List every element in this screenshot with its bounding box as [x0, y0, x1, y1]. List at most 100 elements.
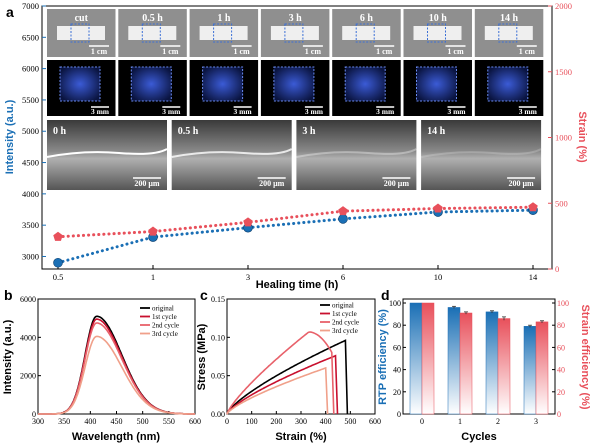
panel-d-frame	[402, 298, 556, 415]
y-right-tick-label: 1500	[555, 67, 572, 77]
legend-label: original	[152, 305, 174, 313]
x-tick-label: 500	[137, 417, 149, 426]
y-tick-label: 0.10	[211, 333, 225, 342]
stress-strain-curve	[226, 366, 329, 415]
scale-label: 200 μm	[134, 179, 160, 188]
panel-a-xlabel: Healing time (h)	[256, 279, 339, 291]
x-tick-label: 6	[341, 272, 345, 282]
photo-time-label: cut	[75, 13, 89, 24]
glow-sample	[130, 66, 172, 102]
scale-label: 1 cm	[162, 47, 179, 56]
sample-strip	[342, 26, 391, 40]
strain-efficiency-bar	[421, 302, 435, 415]
zoom-box	[141, 23, 161, 43]
y-tick-label: 0.00	[211, 410, 225, 419]
panel-b-ylabel: Intensity (a.u.)	[2, 319, 14, 394]
panel-label-c: c	[200, 287, 208, 303]
sample-strip	[199, 26, 248, 40]
panel-d-ylabel-right: Strain efficiency (%)	[579, 304, 591, 409]
y-left-tick-label: 60	[393, 343, 401, 352]
x-tick-label: 1	[151, 272, 155, 282]
strain-point	[53, 231, 63, 241]
intensity-dotted-line	[56, 208, 535, 265]
y-left-tick-label: 4500	[22, 158, 39, 168]
x-tick-label: 300	[295, 417, 307, 426]
strain-point	[243, 217, 253, 227]
micrograph-time-label: 0 h	[53, 126, 67, 137]
rtp-efficiency-bar	[409, 302, 423, 415]
photo-time-label: 0.5 h	[142, 13, 163, 24]
x-tick-label: 450	[111, 417, 123, 426]
scale-label: 1 cm	[233, 47, 250, 56]
y-left-tick-label: 5000	[22, 126, 39, 136]
y-left-tick-label: 5500	[22, 95, 39, 105]
y-right-tick-label: 40	[557, 366, 565, 375]
scale-label: 1 cm	[447, 47, 464, 56]
panel-d-axes: 0 0 20 20 40 40 60 60 80 80 100 100 0 1 2 3	[389, 299, 569, 426]
y-right-tick-label: 60	[557, 343, 565, 352]
scale-label: 3 mm	[447, 107, 466, 116]
sample-strip	[128, 26, 177, 40]
rtp-efficiency-bar	[485, 311, 499, 415]
glow-sample	[416, 66, 457, 102]
panel-b-axes: 300 350 400 450 500 550 6000200040006000origin…	[20, 295, 201, 426]
scale-label: 200 μm	[259, 179, 285, 188]
photo-time-label: 14 h	[500, 13, 519, 24]
strain-point	[528, 202, 538, 212]
sample-strip	[270, 26, 319, 40]
crack-line	[171, 148, 293, 158]
y-left-tick-label: 80	[393, 321, 401, 330]
panel-d-xlabel: Cycles	[461, 431, 496, 443]
zoom-box	[355, 23, 375, 43]
x-tick-label: 300	[32, 417, 44, 426]
micrograph-row: 0 h 200 μm 0.5 h 200 μm 3 h 200 μm 14 h 200 μm	[46, 120, 542, 190]
panel-d-ylabel-left: RTP efficiency (%)	[377, 309, 389, 405]
strain-point	[433, 203, 443, 213]
panel-c-axes: 0 100 200 300 400 500 600 0.00 0.05 0.10 0.15 origi…	[211, 295, 381, 426]
sample-strip	[484, 26, 533, 40]
x-tick-label: 2	[496, 417, 500, 426]
zoom-box	[70, 23, 90, 43]
glow-sample	[273, 66, 315, 102]
intensity-point	[338, 214, 348, 224]
panel-label-a: a	[6, 4, 14, 20]
y-right-tick-label: 500	[555, 198, 568, 208]
micrograph-time-label: 0.5 h	[178, 126, 199, 137]
x-tick-label: 3	[534, 417, 538, 426]
y-right-tick-label: 80	[557, 321, 565, 330]
legend-label: 2nd cycle	[332, 319, 359, 327]
zoom-box	[427, 23, 446, 43]
strain-dotted-line	[56, 205, 535, 239]
scale-label: 1 cm	[376, 47, 393, 56]
legend-label: 1st cycle	[332, 310, 357, 318]
y-left-tick-label: 7000	[22, 1, 39, 11]
zoom-box	[498, 23, 518, 43]
y-tick-label: 4000	[20, 333, 36, 342]
scale-label: 3 mm	[519, 107, 538, 116]
x-tick-label: 400	[84, 417, 96, 426]
legend-label: 3rd cycle	[332, 327, 358, 335]
y-tick-label: 0.15	[211, 295, 225, 304]
panel-a-ylabel-left: Intensity (a.u.)	[4, 99, 16, 174]
x-tick-label: 3	[246, 272, 250, 282]
crack-line	[420, 148, 542, 158]
sample-strip	[57, 26, 105, 40]
micrograph-time-label: 14 h	[427, 126, 446, 137]
strain-efficiency-bar	[535, 321, 549, 415]
x-tick-label: 600	[369, 417, 381, 426]
y-left-tick-label: 4000	[22, 189, 39, 199]
scale-label: 1 cm	[519, 47, 536, 56]
panel-label-d: d	[381, 287, 390, 303]
y-tick-label: 0.05	[211, 372, 225, 381]
strain-point	[338, 206, 348, 216]
y-left-tick-label: 3500	[22, 220, 39, 230]
scale-label: 200 μm	[384, 179, 410, 188]
y-tick-label: 2000	[20, 372, 36, 381]
luminescence-photo-row: 3 mm 3 mm 3 mm 3 mm 3 mm 3 mm 3 mm	[47, 60, 544, 116]
micrograph-time-label: 3 h	[302, 126, 316, 137]
x-tick-label: 0	[420, 417, 424, 426]
glow-sample	[344, 66, 386, 102]
strain-efficiency-bar	[497, 318, 511, 415]
spectrum-line	[38, 335, 195, 415]
